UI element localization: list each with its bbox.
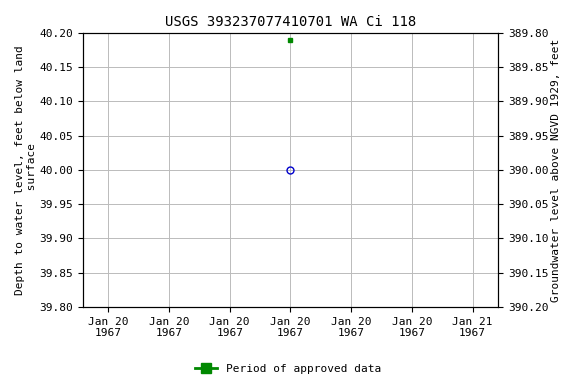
Legend: Period of approved data: Period of approved data <box>191 359 385 379</box>
Title: USGS 393237077410701 WA Ci 118: USGS 393237077410701 WA Ci 118 <box>165 15 416 29</box>
Y-axis label: Groundwater level above NGVD 1929, feet: Groundwater level above NGVD 1929, feet <box>551 38 561 301</box>
Y-axis label: Depth to water level, feet below land
 surface: Depth to water level, feet below land su… <box>15 45 37 295</box>
